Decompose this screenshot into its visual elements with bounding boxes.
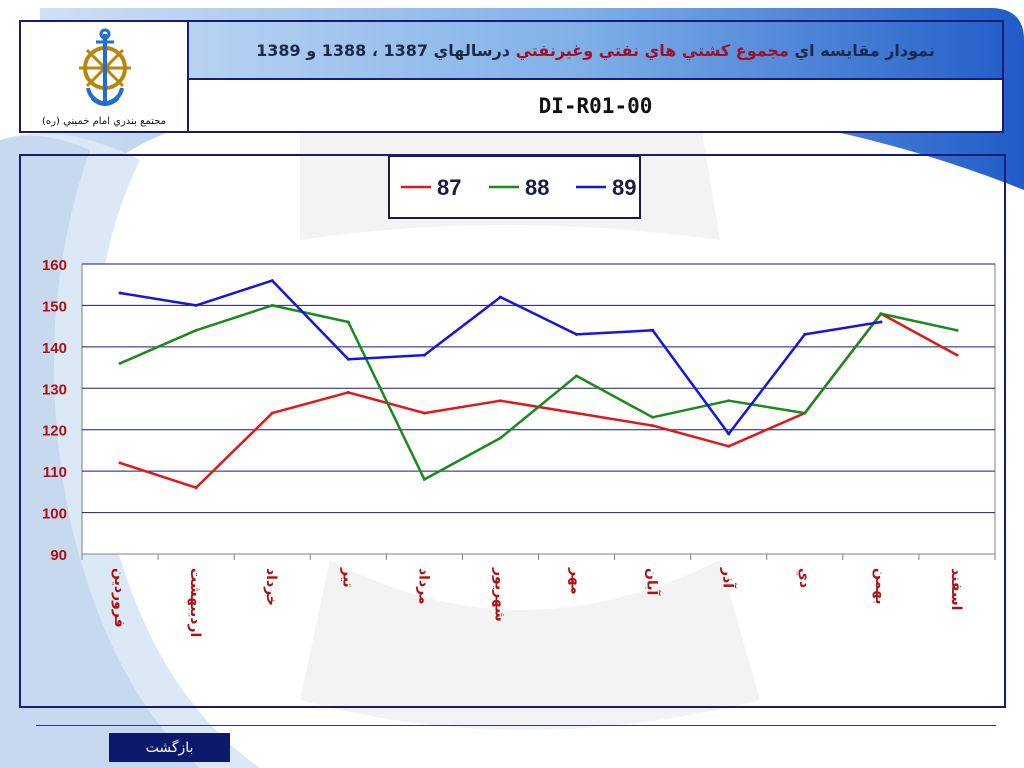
data-point-89 [346, 357, 350, 361]
data-point-89 [498, 295, 502, 299]
data-point-88 [879, 312, 883, 316]
anchor-wheel-logo-icon [79, 28, 131, 107]
y-tick-label: 90 [50, 547, 67, 564]
data-point-89 [803, 332, 807, 336]
x-tick-label: اسفند [948, 568, 964, 610]
data-point-88 [194, 328, 198, 332]
data-point-87 [194, 486, 198, 490]
x-tick-label: شهريور [491, 567, 507, 622]
y-tick-label: 130 [42, 381, 67, 398]
legend-label-89: 89 [612, 175, 636, 200]
data-point-89 [422, 353, 426, 357]
data-point-87 [346, 390, 350, 394]
data-point-88 [727, 399, 731, 403]
organization-caption: مجتمع بندري امام خميني (ره) [42, 116, 166, 127]
data-point-87 [270, 411, 274, 415]
title-part-2: مجموع كشتي هاي نفتي وغيرنفتي [515, 40, 789, 60]
data-point-89 [194, 303, 198, 307]
x-tick-label: تير [339, 567, 355, 588]
legend: 87 88 89 [388, 156, 641, 219]
document-code-row: DI-R01-00 [189, 80, 1002, 131]
data-point-89 [727, 432, 731, 436]
plot-area [81, 263, 996, 555]
line-chart: 90 100 110 120 130 140 150 160 فروردين ارديبهشت خ… [42, 156, 996, 637]
data-point-88 [575, 374, 579, 378]
title-part-1: نمودار مقايسه اي [794, 40, 935, 60]
back-button[interactable]: بازگشت [109, 733, 230, 762]
title-row: نمودار مقايسه اي مجموع كشتي هاي نفتي وغي… [189, 22, 1002, 80]
x-tick-label: بهمن [872, 568, 888, 604]
data-point-87 [651, 424, 655, 428]
data-point-87 [727, 444, 731, 448]
data-point-88 [955, 328, 959, 332]
data-point-87 [575, 411, 579, 415]
data-point-87 [422, 411, 426, 415]
footer-divider [36, 725, 996, 726]
x-tick-label: آذر [720, 567, 738, 589]
chart-panel: 90 100 110 120 130 140 150 160 فروردين ارديبهشت خ… [19, 154, 1006, 708]
y-tick-label: 150 [42, 298, 67, 315]
series-line-88 [119, 304, 958, 481]
data-point-87 [498, 399, 502, 403]
data-point-89 [575, 332, 579, 336]
y-axis-tick-labels: 90 100 110 120 130 140 150 160 [42, 257, 67, 564]
data-point-87 [955, 353, 959, 357]
data-point-89 [270, 279, 274, 283]
data-point-87 [118, 461, 122, 465]
legend-label-88: 88 [525, 175, 549, 200]
y-tick-label: 110 [43, 464, 67, 481]
title-part-3: درسالهاي 1387 ، 1388 و 1389 [256, 40, 510, 60]
document-code: DI-R01-00 [538, 93, 653, 118]
x-tick-label: فروردين [111, 568, 127, 628]
data-point-88 [651, 415, 655, 419]
x-tick-label: دي [795, 568, 812, 588]
data-point-89 [651, 328, 655, 332]
x-tick-label: خرداد [263, 568, 279, 606]
x-tick-label: آبان [644, 568, 662, 596]
y-tick-label: 100 [42, 506, 67, 523]
y-tick-label: 120 [42, 423, 67, 440]
data-point-88 [346, 320, 350, 324]
data-point-88 [118, 361, 122, 365]
data-point-88 [270, 303, 274, 307]
header-panel: مجتمع بندري امام خميني (ره) نمودار مقايس… [19, 20, 1004, 133]
data-point-89 [879, 320, 883, 324]
page-title: نمودار مقايسه اي مجموع كشتي هاي نفتي وغي… [256, 41, 935, 60]
x-axis-tick-labels: فروردين ارديبهشت خرداد تير مرداد شهريور مهر آبا… [81, 554, 996, 637]
y-tick-label: 160 [42, 257, 67, 274]
x-tick-label: مهر [568, 567, 584, 595]
data-point-88 [498, 436, 502, 440]
logo-cell: مجتمع بندري امام خميني (ره) [21, 22, 189, 131]
legend-label-87: 87 [437, 175, 461, 200]
data-point-88 [803, 411, 807, 415]
data-point-88 [422, 477, 426, 481]
grid-lines [82, 263, 995, 514]
x-tick-label: ارديبهشت [187, 568, 203, 637]
data-point-89 [118, 291, 122, 295]
y-tick-label: 140 [42, 340, 67, 357]
x-tick-label: مرداد [415, 568, 431, 605]
series-lines [118, 279, 959, 490]
